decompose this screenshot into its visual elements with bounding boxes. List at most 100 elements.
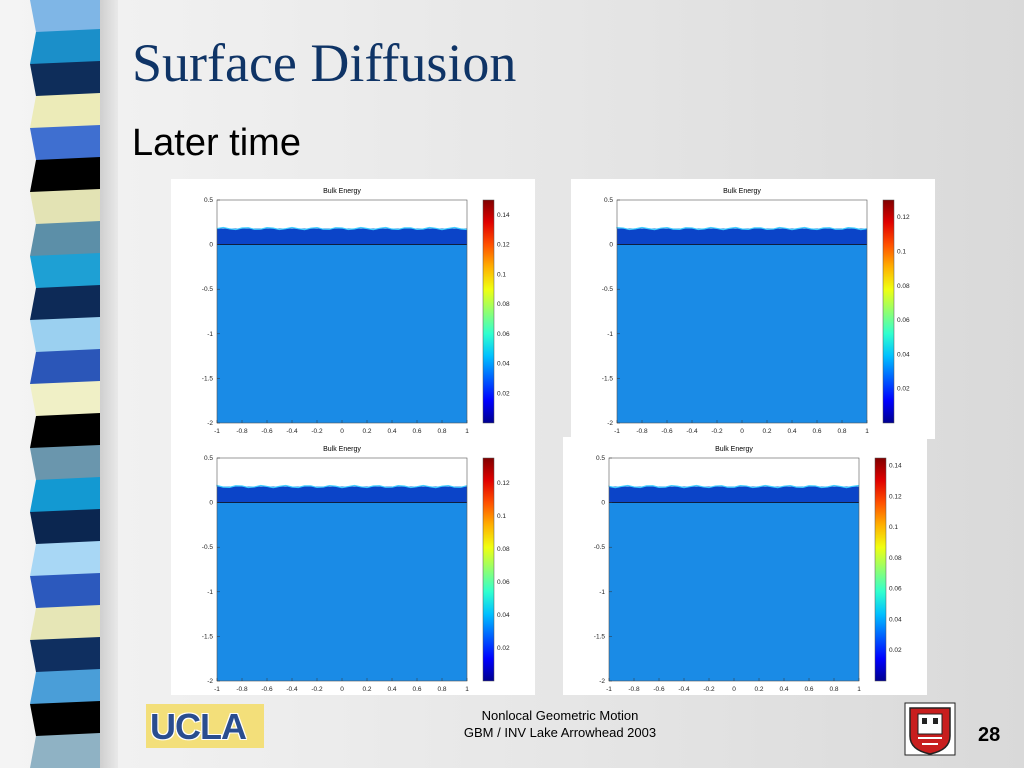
stripe-block (30, 221, 100, 258)
y-tick-label: 0.5 (596, 455, 605, 462)
surface-profile (608, 484, 860, 489)
colorbar-tick-label: 0.02 (497, 390, 510, 397)
x-tick-label: -0.8 (636, 428, 648, 435)
y-tick-label: -1 (207, 589, 213, 596)
x-tick-label: -0.6 (261, 428, 273, 435)
y-tick-label: -0.5 (594, 544, 606, 551)
slide-subtitle: Later time (132, 122, 301, 164)
stripe-block (30, 573, 100, 610)
y-tick-label: 0 (209, 500, 213, 507)
bulk-field (217, 502, 467, 681)
stripe-block (30, 669, 100, 706)
stripe-block (30, 157, 100, 194)
stripe-block (30, 637, 100, 674)
footer-line-1: Nonlocal Geometric Motion (481, 708, 639, 723)
colorbar-tick-label: 0.06 (497, 579, 510, 586)
x-tick-label: -0.4 (678, 686, 690, 693)
x-tick-label: 0.2 (362, 686, 371, 693)
stripe-block (30, 701, 100, 738)
plot-bottom-left: Bulk Energy -1 -0.8 -0.6 -0.4 -0.2 0 0.2 0.4 0.6 0… (171, 437, 535, 695)
colorbar-tick-label: 0.02 (889, 647, 902, 654)
y-tick-label: 0.5 (204, 197, 213, 204)
x-tick-label: 0.6 (804, 686, 813, 693)
x-tick-label: -1 (606, 686, 612, 693)
colorbar-tick-label: 0.06 (897, 317, 910, 324)
stripe-block (30, 733, 100, 768)
stripe-block (30, 349, 100, 386)
x-tick-label: 0 (732, 686, 736, 693)
stripe-block (30, 189, 100, 226)
x-tick-label: -0.6 (661, 428, 673, 435)
page-number: 28 (978, 724, 1001, 746)
x-tick-label: -0.8 (628, 686, 640, 693)
colorbar-tick-label: 0.1 (897, 248, 906, 255)
y-tick-label: -1.5 (202, 375, 214, 382)
y-tick-label: 0.5 (604, 197, 613, 204)
decorative-stripe (30, 0, 100, 768)
slide-title: Surface Diffusion (132, 33, 517, 93)
bulk-field (617, 244, 867, 423)
y-tick-label: -1.5 (202, 633, 214, 640)
university-crest-icon (904, 702, 956, 756)
y-tick-label: 0 (209, 242, 213, 249)
colorbar-tick-label: 0.02 (497, 645, 510, 652)
y-tick-label: -0.5 (202, 286, 214, 293)
x-tick-label: -0.4 (686, 428, 698, 435)
x-tick-label: 0.4 (787, 428, 796, 435)
y-tick-label: 0 (601, 500, 605, 507)
x-tick-label: 0.6 (412, 428, 421, 435)
colorbar (874, 457, 887, 682)
colorbar-tick-label: 0.06 (497, 331, 510, 338)
colorbar-tick-label: 0.1 (497, 271, 506, 278)
x-tick-label: -1 (214, 686, 220, 693)
colorbar-tick-label: 0.08 (889, 555, 902, 562)
colorbar-tick-label: 0.12 (889, 493, 902, 500)
x-tick-label: 0 (340, 686, 344, 693)
x-tick-label: -1 (614, 428, 620, 435)
x-tick-label: 0.8 (437, 686, 446, 693)
plot-top-left: Bulk Energy -1 -0.8 -0.6 -0.4 -0.2 0 0.2 0.4 0.6 0… (171, 179, 535, 439)
stripe-block (30, 605, 100, 642)
stripe-block (30, 29, 100, 66)
x-tick-label: 0.6 (812, 428, 821, 435)
x-tick-label: 1 (465, 428, 469, 435)
x-tick-label: 0.8 (837, 428, 846, 435)
x-tick-label: -0.4 (286, 428, 298, 435)
footer: Nonlocal Geometric Motion GBM / INV Lake… (440, 707, 680, 741)
plot-bottom-right: Bulk Energy -1 -0.8 -0.6 -0.4 -0.2 0 0.2 0.4 0.6 0… (563, 437, 927, 695)
x-tick-label: 0.8 (437, 428, 446, 435)
stripe-shadow (100, 0, 118, 768)
stripe-block (30, 253, 100, 290)
y-tick-label: -0.5 (602, 286, 614, 293)
y-tick-label: -1 (607, 331, 613, 338)
y-tick-label: -0.5 (202, 544, 214, 551)
y-tick-label: -1.5 (602, 375, 614, 382)
plot-title: Bulk Energy (715, 446, 753, 453)
stripe-block (30, 413, 100, 450)
surface-film (217, 228, 467, 245)
x-tick-label: -0.4 (286, 686, 298, 693)
stripe-block (30, 93, 100, 130)
plot-title: Bulk Energy (323, 446, 361, 453)
y-tick-label: 0.5 (204, 455, 213, 462)
x-tick-label: 1 (865, 428, 869, 435)
x-tick-label: -0.2 (711, 428, 723, 435)
colorbar (882, 199, 895, 424)
x-tick-label: -0.8 (236, 428, 248, 435)
x-tick-label: -0.2 (311, 686, 323, 693)
x-tick-label: 0.4 (387, 686, 396, 693)
surface-profile (616, 226, 868, 231)
stripe-block (30, 317, 100, 354)
stripe-block (30, 0, 100, 34)
colorbar-tick-label: 0.1 (889, 524, 898, 531)
x-tick-label: 0.2 (754, 686, 763, 693)
surface-profile (216, 484, 468, 489)
stripe-block (30, 541, 100, 578)
surface-profile (216, 226, 468, 231)
colorbar-tick-label: 0.08 (497, 546, 510, 553)
colorbar-tick-label: 0.04 (897, 351, 910, 358)
y-tick-label: -2 (607, 420, 613, 427)
x-tick-label: 0 (740, 428, 744, 435)
colorbar-tick-label: 0.14 (497, 212, 510, 219)
x-tick-label: -0.6 (653, 686, 665, 693)
